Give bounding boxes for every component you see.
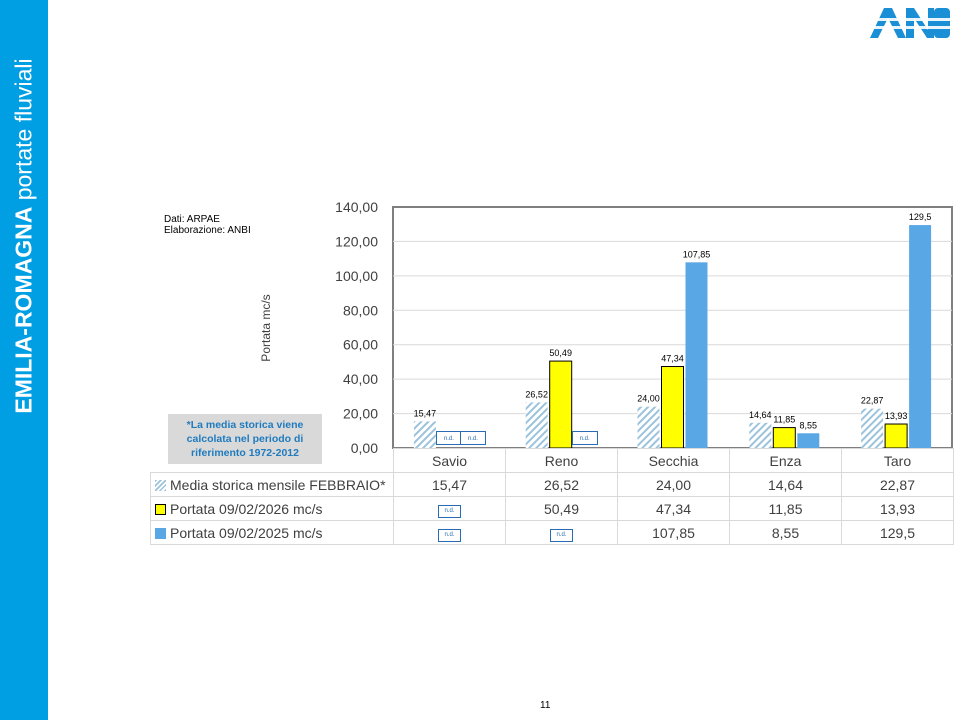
series-legend-cell: Portata 09/02/2025 mc/s <box>150 520 394 545</box>
y-tick-label: 60,00 <box>343 337 378 353</box>
table-row: Portata 09/02/2025 mc/s n.d. n.d. 107,85… <box>150 520 954 545</box>
source-line: Dati: ARPAE <box>164 214 220 225</box>
page-number: 11 <box>540 700 551 711</box>
table-cell: 50,49 <box>505 496 618 521</box>
data-source: Dati: ARPAE Elaborazione: ANBI <box>164 214 251 236</box>
data-label: 14,64 <box>749 410 772 420</box>
table-cell: 129,5 <box>841 520 954 545</box>
data-label: 8,55 <box>800 420 818 430</box>
table-cell: 13,93 <box>841 496 954 521</box>
bar-2025 <box>909 225 932 448</box>
y-axis-label: Portata mc/s <box>259 294 273 361</box>
data-label: 11,85 <box>773 415 795 425</box>
sidebar-band: EMILIA-ROMAGNA portate fluviali <box>0 0 48 720</box>
bar-2025 <box>797 433 820 448</box>
elaboration-line: Elaborazione: ANBI <box>164 225 251 236</box>
bar-historic <box>749 422 772 448</box>
series-name: Portata 09/02/2026 mc/s <box>170 500 323 517</box>
table-cell: 11,85 <box>729 496 842 521</box>
table-cell: 22,87 <box>841 472 954 497</box>
bar-2026 <box>884 423 908 449</box>
data-label: 22,87 <box>861 396 884 406</box>
not-available-badge: n.d. <box>550 529 573 542</box>
table-cell: 47,34 <box>617 496 730 521</box>
not-available-marker: n.d. <box>459 431 486 445</box>
y-tick-label: 100,00 <box>335 268 378 284</box>
anbi-logo <box>870 8 952 38</box>
data-label: 13,93 <box>885 411 908 421</box>
data-label: 24,00 <box>637 394 660 404</box>
table-row: Portata 09/02/2026 mc/s n.d. 50,49 47,34… <box>150 496 954 521</box>
table-header-row: Savio Reno Secchia Enza Taro <box>150 448 954 473</box>
series-legend-cell: Portata 09/02/2026 mc/s <box>150 496 394 521</box>
table-cell: 15,47 <box>393 472 506 497</box>
data-label: 26,52 <box>525 389 548 399</box>
y-tick-label: 120,00 <box>335 233 378 249</box>
data-label: 47,34 <box>661 354 684 364</box>
data-label: 50,49 <box>549 348 572 358</box>
bar-2026 <box>549 360 573 449</box>
bar-historic <box>861 408 884 448</box>
category-header: Savio <box>393 448 506 473</box>
y-tick-label: 40,00 <box>343 371 378 387</box>
category-header: Taro <box>841 448 954 473</box>
table-cell: 24,00 <box>617 472 730 497</box>
data-label: 15,47 <box>414 408 437 418</box>
not-available-marker: n.d. <box>435 431 462 445</box>
category-header: Enza <box>729 448 842 473</box>
bar-2026 <box>661 366 684 449</box>
not-available-badge: n.d. <box>438 529 461 542</box>
bar-2025 <box>685 262 708 448</box>
table-cell: n.d. <box>505 520 618 545</box>
series-legend-cell: Media storica mensile FEBBRAIO* <box>150 472 394 497</box>
bar-historic <box>413 421 436 448</box>
bar-2026 <box>772 427 796 449</box>
legend-swatch-2026 <box>155 503 166 515</box>
y-tick-label: 140,00 <box>335 199 378 215</box>
y-tick-label: 80,00 <box>343 302 378 318</box>
series-name: Media storica mensile FEBBRAIO* <box>170 476 386 493</box>
legend-swatch-2025 <box>155 527 166 539</box>
y-tick-label: 20,00 <box>343 406 378 422</box>
data-label: 129,5 <box>909 212 932 222</box>
table-corner-cell <box>150 448 394 473</box>
bar-historic <box>637 406 660 448</box>
data-label: 107,85 <box>683 249 711 259</box>
table-row: Media storica mensile FEBBRAIO* 15,47 26… <box>150 472 954 497</box>
legend-swatch-historic <box>155 479 166 491</box>
table-cell: 26,52 <box>505 472 618 497</box>
category-header: Reno <box>505 448 618 473</box>
table-cell: 8,55 <box>729 520 842 545</box>
table-cell: 107,85 <box>617 520 730 545</box>
table-cell: 14,64 <box>729 472 842 497</box>
table-cell: n.d. <box>393 496 506 521</box>
bar-historic <box>525 402 548 448</box>
table-cell: n.d. <box>393 520 506 545</box>
data-table: Savio Reno Secchia Enza Taro Media stori… <box>150 448 954 545</box>
not-available-badge: n.d. <box>438 505 461 518</box>
series-name: Portata 09/02/2025 mc/s <box>170 524 323 541</box>
not-available-marker: n.d. <box>571 431 598 445</box>
category-header: Secchia <box>617 448 730 473</box>
